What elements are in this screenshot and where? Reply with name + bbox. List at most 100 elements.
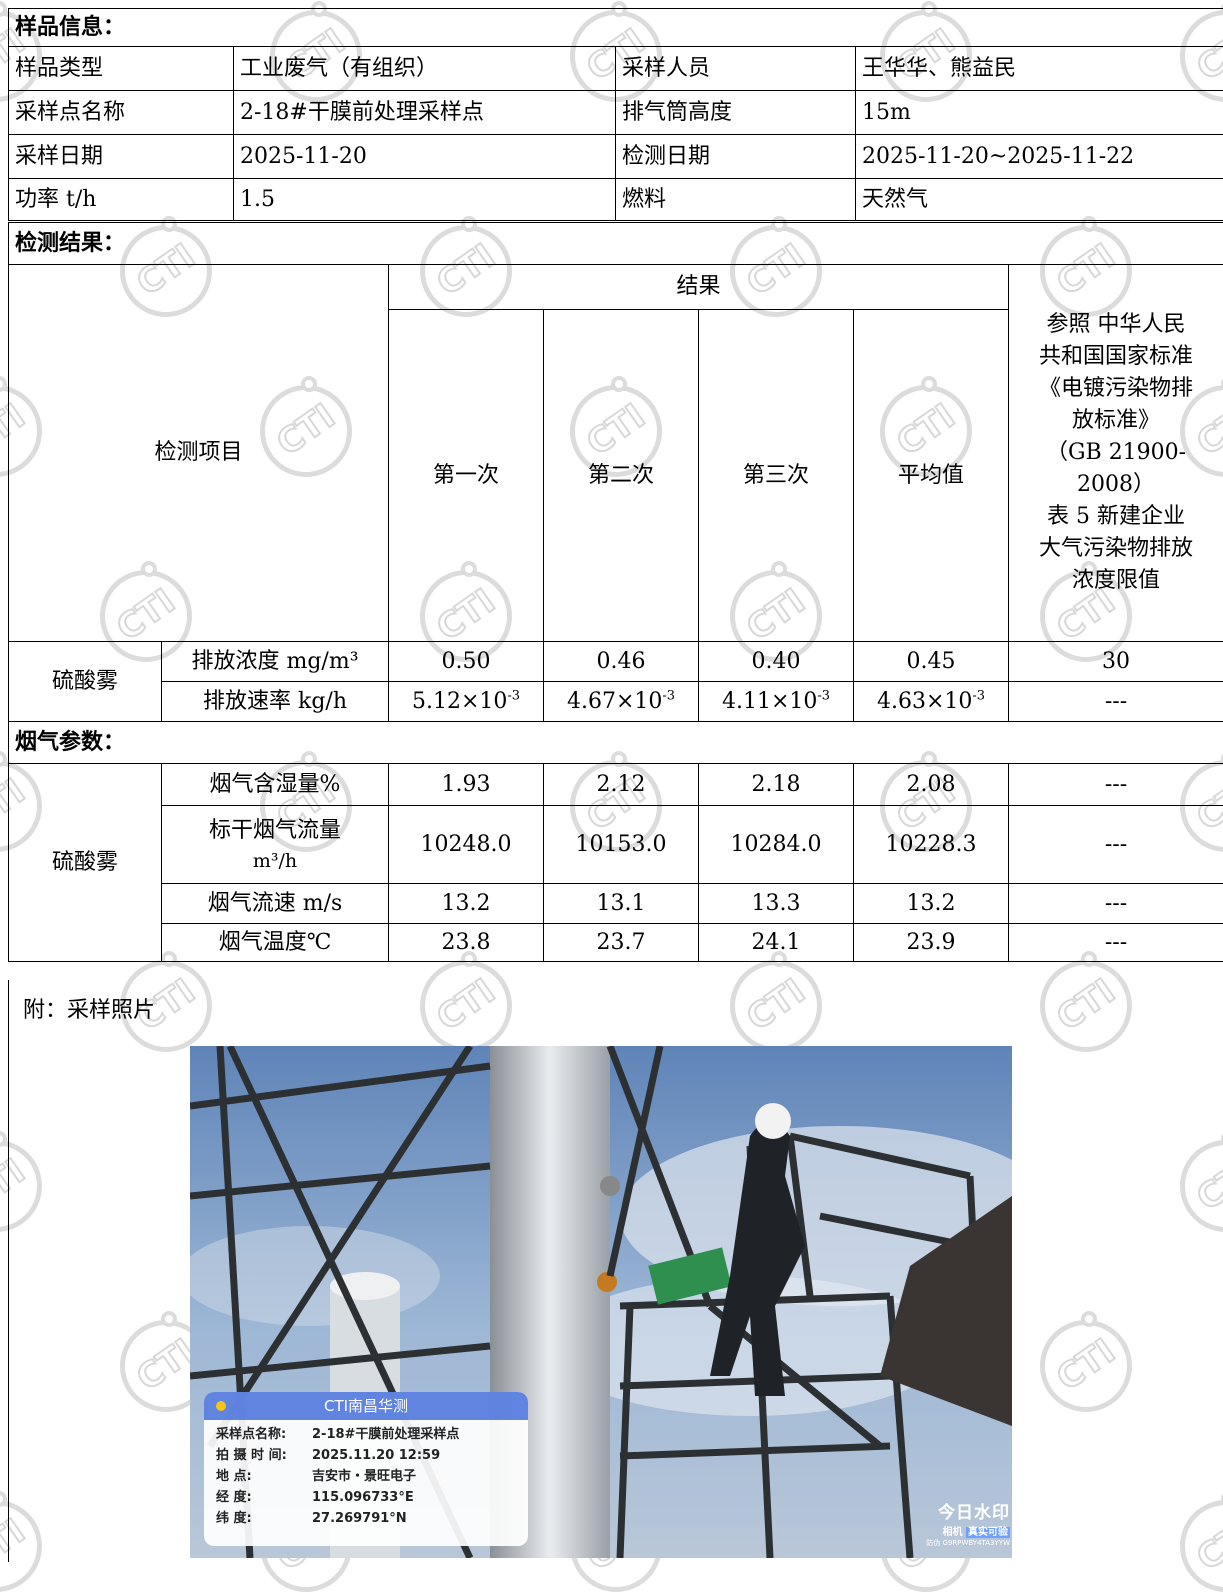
location-dot-icon: [216, 1401, 226, 1411]
table-row: 硫酸雾 烟气含湿量% 1.93 2.12 2.18 2.08 ---: [9, 764, 1223, 806]
photo-info-key: 采样点名称:: [216, 1424, 312, 1445]
limit-cell: 30: [1009, 642, 1223, 682]
pollutant-name: 硫酸雾: [9, 764, 162, 962]
field-value: 天然气: [856, 179, 1223, 221]
photo-info-line: 采样点名称:2-18#干膜前处理采样点: [204, 1424, 528, 1445]
photo-info-value: 27.269791°N: [312, 1511, 407, 1526]
results-table: 检测结果： 检测项目 结果 参照 中华人民 共和国国家标准 《电镀污染物排 放标…: [8, 222, 1223, 962]
value-mantissa: 4.11×10: [722, 689, 817, 714]
field-label: 采样日期: [9, 135, 234, 179]
brand-sub1: 相机: [943, 1527, 963, 1538]
limit-cell: ---: [1009, 806, 1223, 884]
field-value: 2-18#干膜前处理采样点: [234, 91, 616, 135]
photo-info-line: 纬 度:27.269791°N: [204, 1508, 528, 1529]
photo-info-title-text: CTI南昌华测: [324, 1397, 408, 1415]
value-cell: 4.67×10-3: [544, 682, 699, 722]
param-line: 标干烟气流量: [168, 814, 382, 847]
value-cell: 23.9: [854, 924, 1009, 962]
col-header: 平均值: [854, 310, 1009, 642]
standard-line: 表 5 新建企业: [1015, 501, 1217, 533]
photo-info-overlay: CTI南昌华测 采样点名称:2-18#干膜前处理采样点 拍 摄 时 间:2025…: [204, 1392, 528, 1546]
table-row: 标干烟气流量 m³/h 10248.0 10153.0 10284.0 1022…: [9, 806, 1223, 884]
field-value: 工业废气（有组织）: [234, 47, 616, 91]
param-name: 烟气流速 m/s: [162, 884, 389, 924]
value-cell: 23.7: [544, 924, 699, 962]
field-label: 功率 t/h: [9, 179, 234, 221]
standard-header: 参照 中华人民 共和国国家标准 《电镀污染物排 放标准》 （GB 21900- …: [1009, 265, 1223, 642]
value-cell: 10284.0: [699, 806, 854, 884]
value-cell: 2.18: [699, 764, 854, 806]
value-cell: 13.1: [544, 884, 699, 924]
photo-info-line: 拍 摄 时 间:2025.11.20 12:59: [204, 1445, 528, 1466]
value-exponent: -3: [972, 688, 985, 703]
value-cell: 10248.0: [389, 806, 544, 884]
limit-cell: ---: [1009, 924, 1223, 962]
attachment-label: 附：采样照片: [23, 992, 155, 1024]
photo-info-value: 115.096733°E: [312, 1490, 414, 1505]
value-cell: 23.8: [389, 924, 544, 962]
standard-line: （GB 21900-: [1015, 437, 1217, 469]
photo-info-value: 吉安市・景旺电子: [312, 1469, 416, 1484]
value-cell: 5.12×10-3: [389, 682, 544, 722]
param-name: 标干烟气流量 m³/h: [162, 806, 389, 884]
field-value: 1.5: [234, 179, 616, 221]
photo-info-key: 经 度:: [216, 1487, 312, 1508]
param-name: 烟气含湿量%: [162, 764, 389, 806]
limit-cell: ---: [1009, 682, 1223, 722]
table-row: 烟气流速 m/s 13.2 13.1 13.3 13.2 ---: [9, 884, 1223, 924]
limit-cell: ---: [1009, 884, 1223, 924]
value-cell: 24.1: [699, 924, 854, 962]
value-exponent: -3: [507, 688, 520, 703]
value-cell: 10228.3: [854, 806, 1009, 884]
camera-brand-watermark: 今日水印 相机 真实可验 防伪 G9RPWBY4TA3YYW: [890, 1498, 1010, 1548]
standard-line: 2008）: [1015, 469, 1217, 501]
standard-line: 放标准》: [1015, 405, 1217, 437]
value-cell: 1.93: [389, 764, 544, 806]
photo-info-key: 地 点:: [216, 1466, 312, 1487]
sample-info-table: 样品信息： 样品类型 工业废气（有组织） 采样人员 王华华、熊益民 采样点名称 …: [8, 8, 1223, 221]
sample-info-heading: 样品信息：: [9, 9, 1223, 47]
param-name: 排放速率 kg/h: [162, 682, 389, 722]
value-cell: 4.63×10-3: [854, 682, 1009, 722]
value-cell: 0.50: [389, 642, 544, 682]
table-row: 排放速率 kg/h 5.12×10-3 4.67×10-3 4.11×10-3 …: [9, 682, 1223, 722]
value-cell: 2.08: [854, 764, 1009, 806]
standard-line: 参照 中华人民: [1015, 309, 1217, 341]
value-exponent: -3: [662, 688, 675, 703]
field-value: 王华华、熊益民: [856, 47, 1223, 91]
param-name: 排放浓度 mg/m³: [162, 642, 389, 682]
standard-line: 浓度限值: [1015, 565, 1217, 597]
table-row: 采样日期 2025-11-20 检测日期 2025-11-20~2025-11-…: [9, 135, 1223, 179]
photo-info-value: 2-18#干膜前处理采样点: [312, 1427, 459, 1442]
value-mantissa: 4.63×10: [877, 689, 972, 714]
photo-info-key: 拍 摄 时 间:: [216, 1445, 312, 1466]
limit-cell: ---: [1009, 764, 1223, 806]
col-header: 第一次: [389, 310, 544, 642]
brand-name: 今日水印: [890, 1498, 1010, 1523]
results-heading: 检测结果：: [9, 223, 1223, 265]
value-cell: 2.12: [544, 764, 699, 806]
brand-sub2: 真实可验: [966, 1527, 1010, 1538]
field-label: 检测日期: [616, 135, 856, 179]
photo-info-value: 2025.11.20 12:59: [312, 1448, 440, 1463]
photo-info-key: 纬 度:: [216, 1508, 312, 1529]
field-value: 2025-11-20~2025-11-22: [856, 135, 1223, 179]
table-row: 烟气温度℃ 23.8 23.7 24.1 23.9 ---: [9, 924, 1223, 962]
value-mantissa: 4.67×10: [567, 689, 662, 714]
table-row: 采样点名称 2-18#干膜前处理采样点 排气筒高度 15m: [9, 91, 1223, 135]
standard-line: 《电镀污染物排: [1015, 373, 1217, 405]
value-cell: 0.45: [854, 642, 1009, 682]
value-cell: 4.11×10-3: [699, 682, 854, 722]
param-name: 烟气温度℃: [162, 924, 389, 962]
photo-info-title: CTI南昌华测: [204, 1392, 528, 1420]
param-unit: m³/h: [168, 847, 382, 876]
photo-info-line: 经 度:115.096733°E: [204, 1487, 528, 1508]
standard-line: 共和国国家标准: [1015, 341, 1217, 373]
field-label: 样品类型: [9, 47, 234, 91]
field-label: 排气筒高度: [616, 91, 856, 135]
table-row: 硫酸雾 排放浓度 mg/m³ 0.50 0.46 0.40 0.45 30: [9, 642, 1223, 682]
col-header: 第二次: [544, 310, 699, 642]
value-cell: 0.46: [544, 642, 699, 682]
photo-info-line: 地 点:吉安市・景旺电子: [204, 1466, 528, 1487]
